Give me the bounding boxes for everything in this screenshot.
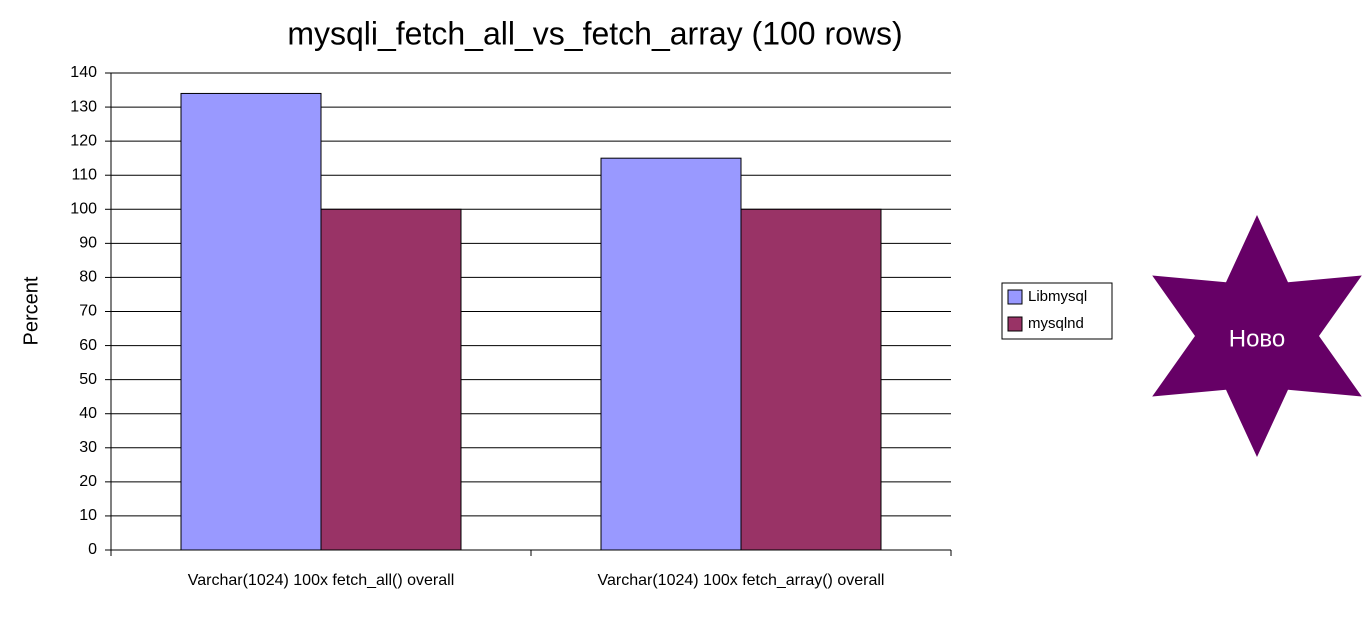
bar	[740, 208, 882, 551]
y-tick-label: 90	[79, 235, 97, 252]
y-tick-label: 50	[79, 371, 97, 388]
y-tick-label: 20	[79, 473, 97, 490]
y-tick-label: 120	[70, 132, 97, 149]
y-tick-label: 0	[88, 541, 97, 558]
y-tick-label: 40	[79, 405, 97, 422]
chart-title: mysqli_fetch_all_vs_fetch_array (100 row…	[287, 15, 902, 51]
legend-swatch	[1007, 316, 1023, 332]
y-tick-label: 10	[79, 507, 97, 524]
y-tick-label: 140	[70, 64, 97, 81]
bar	[600, 157, 742, 551]
badge-label: Ново	[1229, 325, 1286, 352]
y-tick-label: 80	[79, 269, 97, 286]
y-tick-label: 70	[79, 303, 97, 320]
legend-label: Libmysql	[1028, 288, 1087, 305]
y-tick-label: 110	[71, 166, 97, 183]
y-tick-label: 30	[79, 439, 97, 456]
bar	[320, 208, 462, 551]
y-tick-label: 60	[79, 337, 97, 354]
x-tick-label: Varchar(1024) 100x fetch_all() overall	[188, 572, 455, 589]
legend-swatch	[1007, 289, 1023, 305]
y-axis-label: Percent	[20, 276, 42, 345]
y-tick-label: 130	[70, 98, 97, 115]
badge-star	[1152, 215, 1362, 457]
y-tick-label: 100	[70, 201, 97, 218]
bar	[180, 92, 322, 551]
x-tick-label: Varchar(1024) 100x fetch_array() overall	[598, 572, 885, 589]
legend-label: mysqlnd	[1028, 315, 1084, 332]
